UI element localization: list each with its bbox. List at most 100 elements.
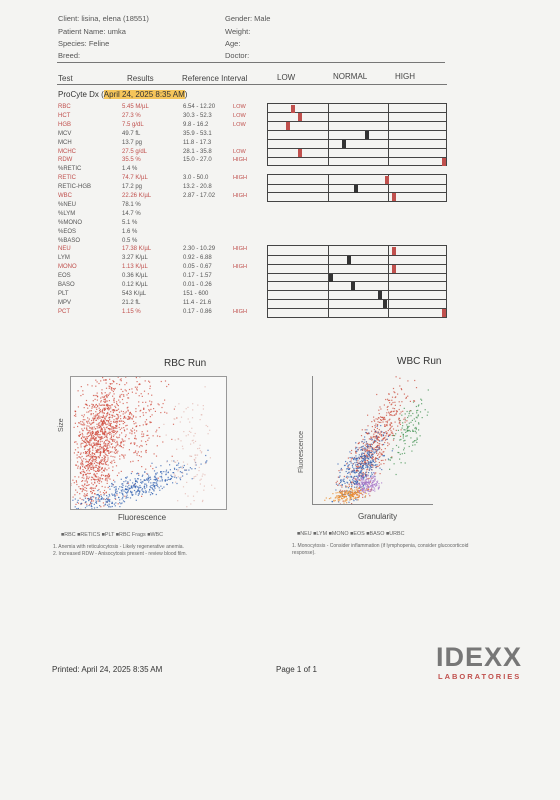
neu-cloud-point — [358, 496, 360, 498]
rbc-cloud-diffuse-point — [94, 417, 96, 419]
rbc-cloud-point — [81, 455, 83, 458]
rbc-cloud-diffuse-point — [118, 383, 121, 386]
neu-cloud-point — [385, 431, 387, 433]
baso-cloud-point — [406, 424, 408, 426]
range-grid — [267, 245, 447, 318]
rbc-cloud-point — [99, 417, 101, 419]
lym-cloud-point — [353, 500, 355, 502]
mono-cloud-point — [361, 477, 363, 479]
rbc-cloud-diffuse-point — [130, 443, 132, 445]
neu-cloud-point — [392, 387, 395, 390]
rbc-cloud-point — [77, 425, 79, 428]
rbc-cloud-point — [86, 421, 88, 423]
retic-cloud-point — [121, 490, 123, 492]
mono-cloud-point — [376, 481, 378, 483]
mono-cloud-point — [361, 489, 364, 491]
rbc-cloud-diffuse-point — [121, 420, 123, 422]
mono-cloud-point — [369, 489, 372, 491]
lym-cloud-point — [350, 476, 352, 478]
neu-cloud-point — [364, 462, 366, 464]
neu-cloud-point — [388, 434, 390, 436]
rbc-cloud-point — [97, 443, 99, 445]
lym-cloud-point — [338, 476, 340, 478]
rbc-cloud-diffuse-point — [120, 410, 122, 412]
neu-cloud-point — [376, 393, 378, 396]
neu-cloud-point — [373, 419, 375, 421]
retic-cloud-point — [155, 473, 157, 476]
eos-cloud-point — [354, 489, 356, 491]
rbc-cloud-point — [106, 480, 108, 482]
rbc-cloud-diffuse-point — [85, 451, 87, 453]
rbc-cloud-diffuse-point — [80, 395, 82, 397]
retic-cloud-point — [155, 472, 157, 475]
rbc-cloud-diffuse-point — [140, 444, 142, 447]
baso-cloud-point — [398, 452, 400, 454]
rbc-cloud-point — [96, 448, 98, 450]
mono-cloud-point — [372, 489, 374, 491]
lym-cloud-point — [370, 463, 372, 465]
neu-cloud-point — [378, 436, 380, 438]
rbc-cloud-point — [95, 470, 97, 473]
wbc-faint-cloud-point — [180, 416, 183, 418]
wbc-faint-cloud-point — [163, 423, 165, 425]
neu-cloud-point — [347, 466, 349, 468]
neu-cloud-point — [357, 466, 359, 468]
rbc-cloud-diffuse-point — [140, 456, 142, 458]
wbc-faint-cloud-point — [185, 469, 187, 471]
rbc-cloud-point — [92, 404, 94, 406]
retic-cloud-point — [112, 494, 114, 496]
rbc-cloud-point — [91, 456, 93, 459]
rbc-cloud-point — [76, 454, 78, 456]
neu-cloud-point — [364, 461, 366, 463]
row-reference: 0.92 - 6.88 — [183, 255, 212, 262]
mono-cloud-point — [367, 486, 369, 488]
neu-cloud-point — [338, 470, 340, 472]
wbc-faint-cloud-point — [203, 485, 205, 487]
mono-cloud-point — [358, 474, 360, 476]
neu-cloud-point — [398, 408, 400, 411]
eos-cloud-point — [357, 488, 359, 490]
rbc-cloud-point — [86, 490, 88, 492]
rbc-cloud-diffuse-point — [119, 420, 121, 422]
lym-cloud-point — [361, 474, 363, 477]
mono-cloud-point — [371, 489, 373, 491]
rbc-cloud-point — [112, 431, 114, 434]
lym-cloud-point — [355, 482, 357, 484]
retic-cloud-point — [170, 477, 172, 480]
neu-cloud-point — [377, 432, 379, 434]
lym-cloud-point — [340, 481, 342, 484]
rbc-cloud-point — [86, 470, 88, 472]
rbc-cloud-diffuse-point — [114, 405, 116, 407]
row-result: 0.12 K/µL — [122, 282, 148, 288]
rbc-cloud-point — [75, 480, 77, 482]
eos-cloud-point — [338, 497, 340, 499]
neu-cloud-point — [405, 397, 407, 399]
retic-cloud-point — [143, 491, 145, 493]
retic-cloud-point — [135, 487, 137, 489]
retic-cloud-point — [172, 482, 174, 484]
neu-cloud-point — [398, 417, 400, 419]
eos-cloud-point — [346, 493, 348, 495]
lym-cloud-point — [349, 457, 351, 459]
rbc-cloud-diffuse-point — [124, 430, 126, 432]
rbc-cloud-diffuse-point — [75, 415, 77, 417]
rbc-cloud-point — [95, 432, 97, 434]
retic-cloud-point — [166, 479, 168, 481]
rbc-cloud-diffuse-point — [123, 395, 125, 397]
rbc-cloud-diffuse-point — [97, 430, 99, 432]
lym-cloud-point — [372, 455, 374, 457]
lym-cloud-point — [365, 441, 367, 443]
lym-cloud-point — [360, 463, 362, 465]
neu-cloud-point — [386, 420, 389, 422]
rbc-cloud-point — [90, 435, 93, 437]
grid-col-line — [388, 104, 390, 166]
rbc-cloud-point — [91, 453, 93, 455]
neu-cloud-point — [361, 468, 363, 471]
rbc-cloud-point — [109, 424, 111, 426]
rbc-cloud-diffuse-point — [134, 386, 136, 388]
rbc-cloud-point — [73, 452, 75, 454]
rbc-cloud-point — [99, 461, 101, 463]
rbc-cloud-diffuse-point — [146, 430, 149, 432]
mono-cloud-point — [360, 486, 362, 488]
rbc-cloud-point — [86, 475, 88, 477]
